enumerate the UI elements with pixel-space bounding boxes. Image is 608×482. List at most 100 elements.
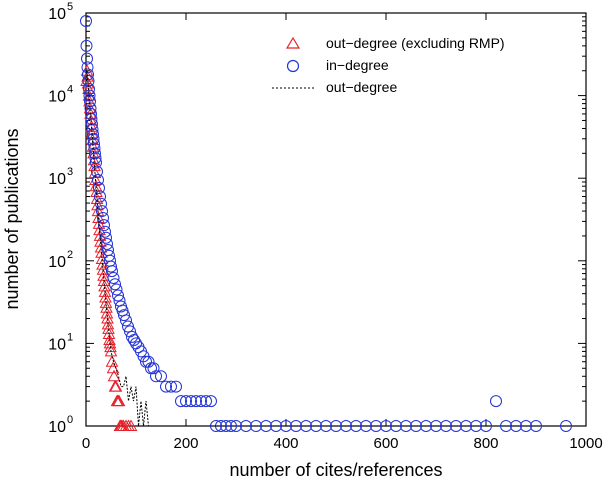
circle-point [95, 197, 107, 210]
circle-point [310, 420, 322, 432]
circle-point [380, 420, 392, 432]
y-tick-exponent: 5 [67, 1, 73, 13]
y-tick-exponent: 1 [67, 331, 73, 343]
circle-point [82, 68, 94, 81]
triangle-point [81, 76, 95, 89]
y-tick-exponent: 3 [67, 166, 73, 178]
circle-marker-icon [286, 59, 300, 73]
plot-area [80, 15, 572, 432]
y-tick-label: 10 [48, 419, 66, 436]
circle-point [370, 420, 382, 432]
circle-point [270, 420, 282, 432]
triangle-point [107, 369, 121, 382]
legend-label-1: in−degree [326, 57, 389, 73]
circle-point [83, 89, 96, 102]
circle-point [83, 83, 95, 96]
y-tick-exponent: 4 [67, 84, 73, 96]
circle-point [101, 237, 113, 250]
y-tick-exponent: 2 [67, 249, 73, 261]
triangle-point [88, 166, 102, 179]
y-tick-label: 10 [48, 6, 66, 23]
circle-point [96, 205, 108, 218]
y-axis-label: number of publications [2, 128, 22, 309]
legend-label-2: out−degree [326, 79, 397, 95]
triangle-point [112, 394, 126, 407]
circle-point [560, 420, 572, 432]
y-tick-label: 10 [48, 336, 66, 353]
circle-point [225, 420, 237, 432]
triangle-point [100, 306, 114, 319]
circle-point [290, 420, 302, 432]
circle-point [89, 147, 101, 160]
out-degree-line [86, 70, 221, 427]
triangle-point [124, 419, 138, 431]
circle-point [180, 395, 192, 408]
x-tick-label: 800 [473, 435, 498, 452]
circle-point [320, 420, 332, 432]
circle-point [97, 211, 109, 224]
y-tick-label: 10 [48, 89, 66, 106]
circle-point [200, 395, 212, 408]
triangle-marker-icon [285, 36, 301, 49]
y-tick-exponent: 0 [67, 414, 73, 426]
circle-point [98, 219, 110, 232]
circle-point [170, 380, 182, 393]
circle-point [90, 156, 102, 169]
circle-point [110, 283, 123, 296]
circle-point [91, 165, 103, 178]
circle-point [89, 152, 102, 165]
circle-point [88, 137, 100, 150]
circle-point [80, 15, 92, 28]
circle-point [92, 174, 104, 187]
circle-point [112, 289, 124, 302]
plot-frame [85, 12, 587, 427]
x-tick-label: 400 [273, 435, 298, 452]
circle-point [530, 420, 542, 432]
circle-point [500, 420, 512, 432]
circle-point [120, 314, 132, 327]
circle-point [86, 118, 98, 131]
circle-point [109, 278, 121, 291]
circle-point [410, 420, 422, 432]
x-tick-label: 600 [373, 435, 398, 452]
circle-point [440, 420, 452, 432]
legend-entry-triangle: out−degree (excluding RMP) [285, 35, 505, 51]
triangle-point [98, 285, 112, 297]
circle-point [510, 420, 522, 432]
circle-point [85, 107, 97, 120]
circle-point [460, 420, 472, 432]
x-tick-label: 1000 [569, 435, 602, 452]
circle-point [490, 395, 502, 408]
triangle-point [109, 380, 123, 392]
circle-point [360, 420, 372, 432]
triangle-point [101, 317, 115, 330]
circle-point [147, 362, 160, 375]
circle-point [105, 260, 117, 273]
circle-point [80, 39, 93, 52]
circle-point [126, 330, 138, 343]
y-tick-label: 10 [48, 254, 66, 271]
circle-point [150, 370, 162, 383]
circle-point [280, 420, 292, 432]
circle-point [330, 420, 342, 432]
legend: out−degree (excluding RMP) in−degree out… [272, 35, 505, 95]
series-2 [86, 70, 221, 427]
triangle-point [93, 223, 106, 236]
circle-point [420, 420, 432, 432]
legend-label-0: out−degree (excluding RMP) [326, 35, 505, 51]
circle-point [81, 52, 93, 65]
circle-point [195, 395, 207, 408]
x-tick-label: 0 [82, 435, 90, 452]
circle-point [400, 420, 412, 432]
circle-point [94, 190, 106, 203]
circle-point [240, 420, 252, 432]
triangle-point [105, 355, 119, 367]
circle-point [87, 128, 99, 141]
circle-point [260, 420, 272, 432]
circle-point [100, 231, 112, 244]
circle-point [220, 420, 232, 432]
circle-point [88, 142, 101, 155]
circle-point [87, 132, 100, 145]
